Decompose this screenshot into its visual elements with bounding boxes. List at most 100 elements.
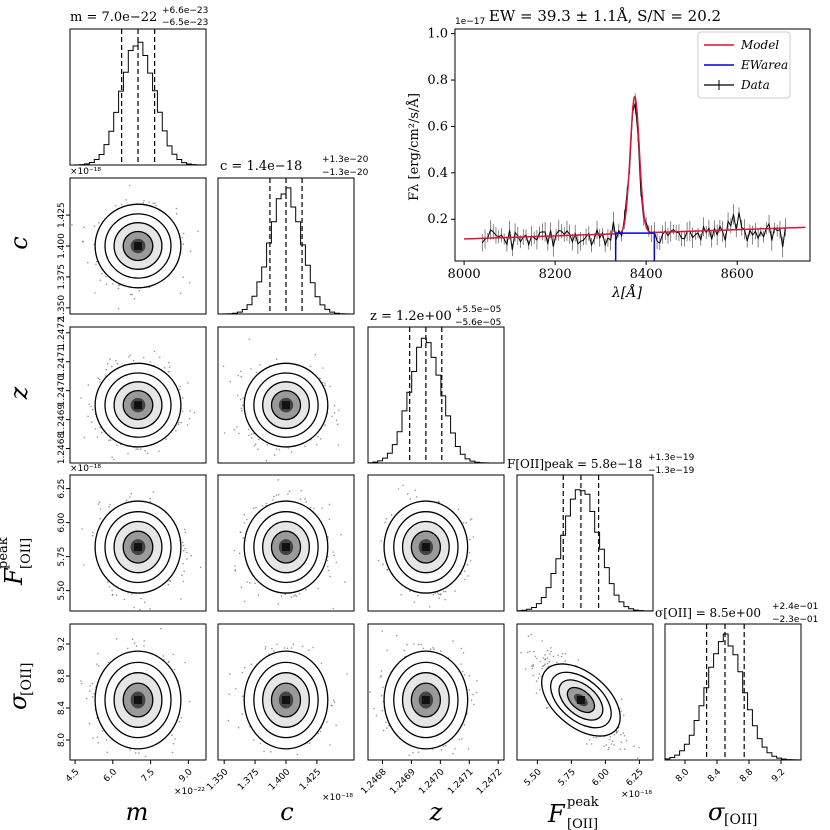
sample-point [417, 751, 420, 753]
sample-point [408, 754, 411, 757]
sample-point [135, 645, 138, 647]
sample-point [440, 650, 442, 652]
sample-point [163, 367, 166, 369]
sample-point [638, 746, 640, 749]
sample-point [402, 484, 404, 487]
sample-point [240, 586, 243, 588]
sample-point [241, 409, 243, 412]
panel-frame [367, 326, 505, 464]
sample-point [97, 377, 100, 379]
sample-point [333, 412, 336, 414]
title-c: c = 1.4e−18 +1.3e−20 −1.3e−20 [220, 155, 369, 178]
sample-point [129, 293, 132, 296]
sample-point [288, 490, 291, 493]
sample-point [336, 423, 339, 426]
svg-text:+6.6e−23: +6.6e−23 [162, 6, 208, 16]
sample-point [532, 664, 534, 666]
corner-panels: 1.3501.3751.4001.4251.24681.24691.24701.… [57, 28, 802, 797]
sample-point [290, 647, 293, 649]
svg-text:−1.3e−19: −1.3e−19 [648, 466, 695, 476]
panel-sigma_OII-vs-F_peak_OII: 5.50 5.75 6.00 6.25 [516, 623, 654, 789]
sample-point [99, 517, 101, 520]
sample-point [536, 657, 538, 660]
svg-text:σ: σ [4, 693, 32, 710]
svg-text:[OII]: [OII] [19, 663, 35, 696]
sample-point [433, 648, 435, 651]
sample-point [533, 650, 535, 653]
x-multiplier-c: ×10⁻¹⁸ [322, 793, 353, 803]
sample-point [253, 444, 256, 447]
sample-point [222, 365, 225, 368]
sample-point [96, 663, 98, 665]
sample-point [309, 365, 312, 368]
sample-point [152, 491, 155, 493]
sample-point [543, 664, 545, 667]
sample-point [115, 594, 118, 596]
sample-point [541, 667, 543, 670]
sample-point [257, 594, 260, 596]
sample-point [197, 230, 199, 233]
sample-point [375, 714, 378, 717]
sample-point [182, 232, 185, 235]
sample-point [564, 653, 567, 655]
sample-point [80, 682, 83, 685]
svg-text:+1.3e−20: +1.3e−20 [322, 155, 369, 165]
sample-point [403, 649, 406, 652]
panel-frame [367, 474, 505, 612]
sample-point [116, 362, 119, 365]
sample-point [542, 657, 545, 659]
sample-point [93, 225, 96, 227]
sample-point [442, 745, 445, 747]
sample-point [95, 263, 97, 266]
sample-point [117, 287, 120, 290]
sample-point [111, 589, 113, 591]
sample-point [115, 638, 118, 640]
sample-point [466, 564, 469, 566]
sample-point [308, 742, 311, 745]
sample-point [98, 222, 100, 224]
svg-text:peak: peak [0, 537, 11, 569]
sample-point [94, 428, 97, 430]
x-axis-label-c: c [280, 798, 293, 826]
sample-point [327, 569, 330, 572]
y-tick-label-z: 1.2470 [57, 375, 67, 407]
sample-point [181, 236, 184, 239]
sample-point [111, 365, 113, 368]
sample-point [125, 199, 127, 201]
sample-point [400, 593, 403, 596]
sample-point [247, 428, 250, 431]
sample-point [278, 448, 281, 451]
spectrum-y-tick-label: 0.8 [427, 73, 448, 88]
sample-point [149, 497, 151, 500]
sample-point [237, 726, 240, 729]
sample-point [128, 184, 131, 187]
sample-point [385, 721, 387, 724]
sample-point [189, 250, 192, 252]
sample-point [438, 597, 440, 599]
sample-point [304, 498, 306, 500]
sample-point [158, 450, 160, 453]
sample-point [167, 583, 170, 586]
sample-point [467, 748, 470, 750]
x-axis-label-m: m [126, 798, 149, 826]
y-tick-label-z: 1.2469 [57, 404, 67, 436]
sample-point [613, 733, 616, 736]
svg-text:F: F [547, 800, 566, 828]
sample-point [286, 647, 289, 650]
sample-point [532, 674, 535, 677]
sample-point [101, 730, 104, 732]
sample-point [312, 646, 314, 649]
panel-frame [69, 28, 207, 166]
sample-point [105, 275, 107, 278]
sample-point [90, 405, 92, 408]
sample-point [546, 662, 549, 665]
sample-point [429, 648, 432, 650]
sample-point [298, 592, 301, 595]
x-tick-label-z: 1.2468 [359, 767, 389, 797]
sample-point [271, 647, 273, 650]
sample-point [381, 630, 384, 632]
svg-text:m = 7.0e−22: m = 7.0e−22 [70, 10, 157, 25]
sample-point [190, 554, 193, 557]
spectrum-y-tick-label: 0.2 [427, 212, 448, 227]
sample-point [620, 710, 622, 712]
